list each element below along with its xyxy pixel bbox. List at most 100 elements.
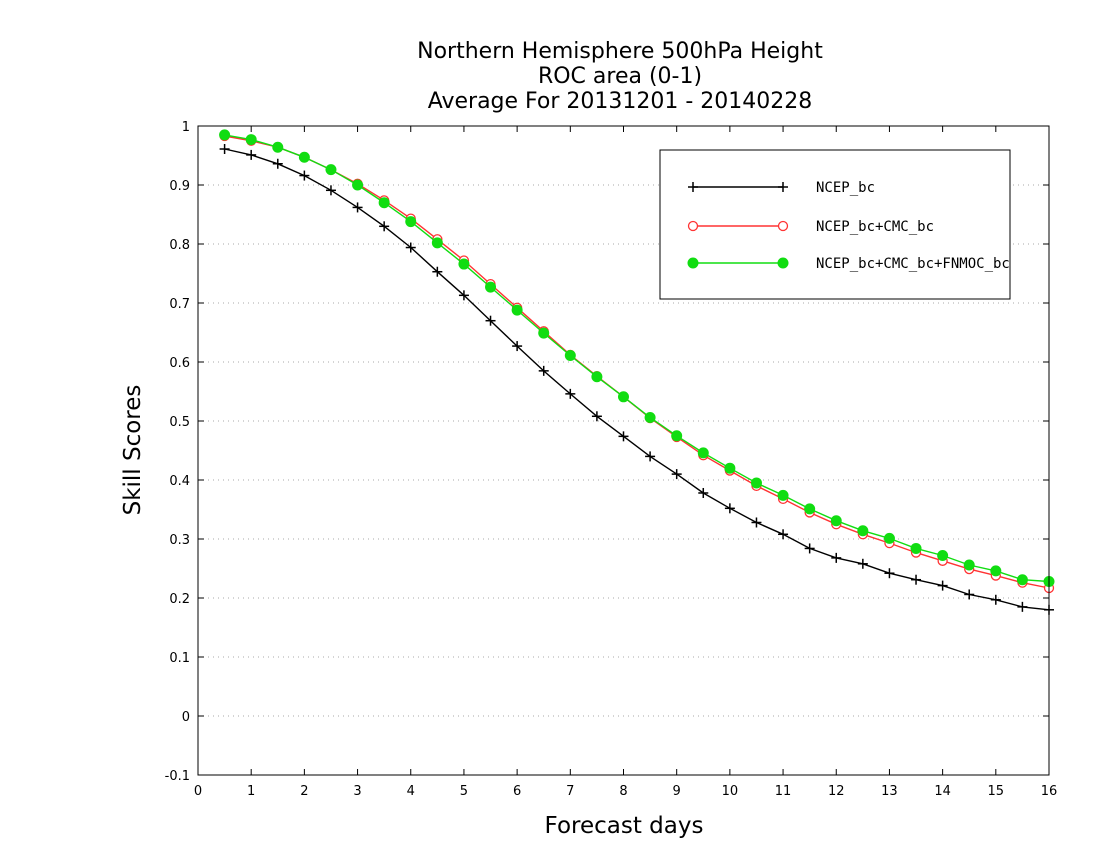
y-tick-label: 1 xyxy=(182,120,190,135)
data-point xyxy=(937,580,948,591)
chart-title: Northern Hemisphere 500hPa Height ROC ar… xyxy=(417,39,823,114)
legend-marker xyxy=(777,220,789,232)
data-point xyxy=(883,532,895,544)
series-layer xyxy=(219,129,1055,615)
x-tick-label: 9 xyxy=(673,784,681,799)
legend-box xyxy=(659,149,1011,300)
legend-label: NCEP_bc xyxy=(816,180,875,196)
data-point xyxy=(777,489,789,501)
data-point xyxy=(697,447,709,459)
data-point xyxy=(750,477,762,489)
data-point xyxy=(511,304,523,316)
data-point xyxy=(910,542,922,554)
data-point xyxy=(485,315,496,326)
data-point xyxy=(618,431,629,442)
data-point xyxy=(565,388,576,399)
y-tick-label: 0.2 xyxy=(169,592,190,607)
data-point xyxy=(564,350,576,362)
y-axis-label: Skill Scores xyxy=(120,385,146,516)
data-point xyxy=(644,411,656,423)
x-tick-label: 13 xyxy=(881,784,898,799)
data-point xyxy=(298,151,310,163)
legend: NCEP_bc NCEP_bc+CMC_bc NCEP_bc+CMC_bc+FNMO… xyxy=(659,149,1011,300)
data-point xyxy=(857,525,869,537)
data-point xyxy=(724,503,735,514)
y-tick-label: 0.1 xyxy=(169,651,190,666)
data-point xyxy=(378,197,390,209)
data-point xyxy=(538,365,549,376)
series-line xyxy=(224,148,1050,611)
x-axis-label: Forecast days xyxy=(545,813,704,839)
data-point xyxy=(246,149,257,160)
title-line-2: ROC area (0-1) xyxy=(538,64,702,89)
data-point xyxy=(405,242,416,253)
series-2 xyxy=(219,129,1055,587)
y-tick-label: 0.7 xyxy=(169,297,190,312)
data-point xyxy=(299,170,310,181)
x-tick-label: 12 xyxy=(828,784,845,799)
series-0 xyxy=(219,144,1054,615)
data-point xyxy=(512,341,523,352)
data-point xyxy=(1017,601,1028,612)
y-tick-label: 0 xyxy=(182,710,190,725)
data-point xyxy=(911,574,922,585)
x-axis-ticks: 0 1 2 3 4 5 6 7 8 9 10 11 12 13 14 15 16 xyxy=(194,126,1057,799)
legend-marker xyxy=(687,220,699,232)
x-tick-label: 0 xyxy=(194,784,202,799)
y-tick-label: 0.6 xyxy=(169,356,190,371)
data-point xyxy=(432,266,443,277)
data-point xyxy=(831,552,842,563)
y-axis-ticks: -0.1 0 0.1 0.2 0.3 0.4 0.5 0.6 0.7 0.8 0.9 1 xyxy=(165,120,1049,784)
data-point xyxy=(352,202,363,213)
data-point xyxy=(671,430,683,442)
data-point xyxy=(618,391,629,403)
y-tick-label: -0.1 xyxy=(165,769,190,784)
data-point xyxy=(458,290,469,301)
legend-label: NCEP_bc+CMC_bc xyxy=(816,219,934,235)
data-point xyxy=(405,216,417,228)
data-point xyxy=(671,469,682,480)
data-point xyxy=(937,550,949,562)
data-point xyxy=(990,594,1001,605)
data-point xyxy=(219,129,231,141)
y-tick-label: 0.4 xyxy=(169,474,190,489)
data-point xyxy=(379,221,390,232)
x-tick-label: 3 xyxy=(353,784,361,799)
x-tick-label: 6 xyxy=(513,784,521,799)
data-point xyxy=(458,258,470,270)
x-tick-label: 5 xyxy=(460,784,468,799)
y-tick-label: 0.5 xyxy=(169,415,190,430)
grid-lines xyxy=(198,184,1049,717)
legend-item-1: NCEP_bc+CMC_bc xyxy=(687,219,934,235)
data-point xyxy=(219,144,230,155)
legend-marker xyxy=(778,182,788,192)
y-tick-label: 0.9 xyxy=(169,179,190,194)
data-point xyxy=(751,517,762,528)
data-point xyxy=(538,327,550,339)
data-point xyxy=(645,451,656,462)
data-point xyxy=(272,158,283,169)
data-point xyxy=(1016,574,1028,586)
data-point xyxy=(325,164,337,176)
legend-label: NCEP_bc+CMC_bc+FNMOC_bc xyxy=(816,256,1010,272)
data-point xyxy=(830,515,842,527)
data-point xyxy=(591,371,603,383)
y-tick-label: 0.8 xyxy=(169,238,190,253)
data-point xyxy=(485,281,497,293)
data-point xyxy=(724,462,736,474)
x-tick-label: 8 xyxy=(619,784,627,799)
legend-marker xyxy=(777,257,789,269)
x-tick-label: 1 xyxy=(247,784,255,799)
y-tick-label: 0.3 xyxy=(169,533,190,548)
data-point xyxy=(325,185,336,196)
x-tick-label: 15 xyxy=(988,784,1005,799)
x-tick-label: 11 xyxy=(775,784,792,799)
legend-entries: NCEP_bc NCEP_bc+CMC_bc NCEP_bc+CMC_bc+FNMO… xyxy=(687,180,1010,272)
data-point xyxy=(272,141,284,153)
legend-item-2: NCEP_bc+CMC_bc+FNMOC_bc xyxy=(687,256,1010,272)
data-point xyxy=(857,558,868,569)
x-tick-label: 4 xyxy=(407,784,415,799)
data-point xyxy=(804,543,815,554)
x-tick-label: 2 xyxy=(300,784,308,799)
